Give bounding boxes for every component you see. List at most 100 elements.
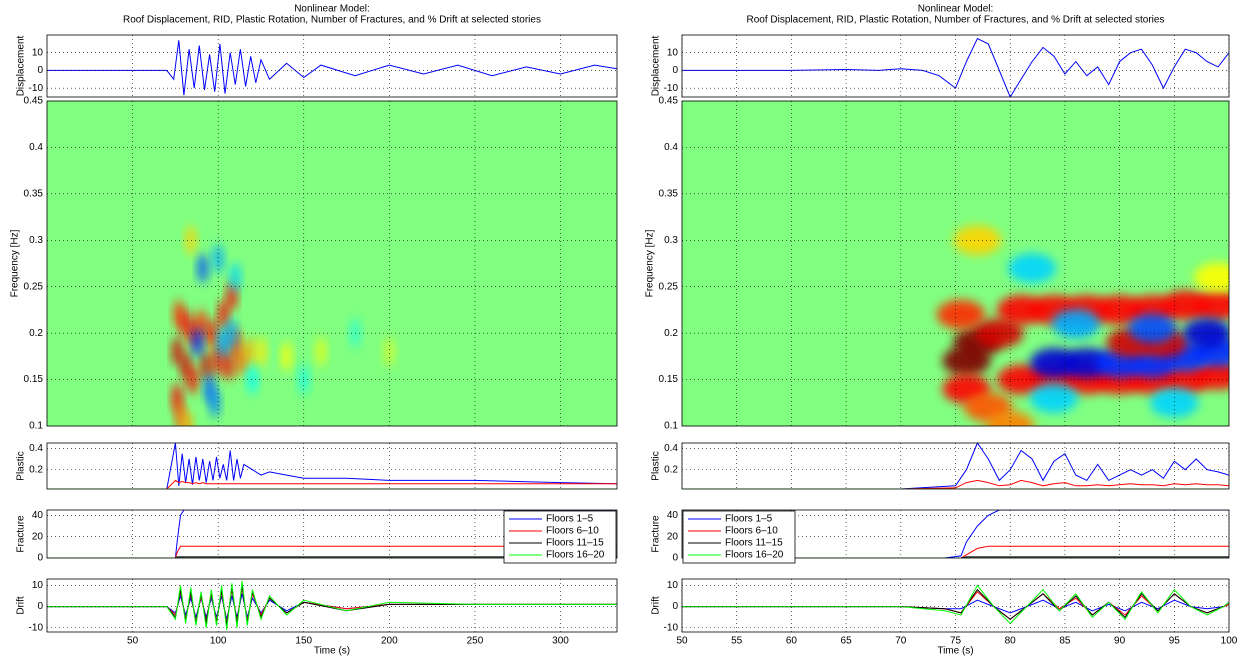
heatmap-background <box>47 101 617 426</box>
y-tick-label: 20 <box>32 531 44 542</box>
y-tick-label: 0.2 <box>29 328 43 339</box>
heat-cell <box>1150 387 1199 418</box>
y-tick-label: 0 <box>672 65 678 76</box>
heat-cell <box>1193 360 1229 390</box>
chart-title: Nonlinear Model: <box>294 4 370 15</box>
heat-cell <box>197 253 208 283</box>
legend-label: Floors 1–5 <box>546 514 594 525</box>
plot-content <box>682 37 1229 97</box>
plot-area <box>682 579 1229 632</box>
y-tick-label: 0.15 <box>659 374 679 385</box>
y-tick-label: 0.4 <box>664 443 678 454</box>
x-tick-label: 60 <box>786 636 798 647</box>
heat-cell <box>201 350 212 381</box>
heat-cell <box>180 309 191 339</box>
y-axis-label: Frequency [Hz] <box>10 229 21 297</box>
legend-label: Floors 11–15 <box>546 538 604 549</box>
heat-cell <box>315 336 326 367</box>
chart-title: Roof Displacement, RID, Plastic Rotation… <box>747 15 1165 26</box>
y-tick-label: 0.25 <box>24 281 44 292</box>
y-tick-label: 0 <box>37 65 43 76</box>
heat-cell <box>185 225 196 256</box>
y-tick-label: 0.1 <box>29 421 43 432</box>
axes-frame <box>681 509 1230 559</box>
plot-content <box>47 40 617 96</box>
x-axis-label: Time (s) <box>937 646 973 657</box>
axes-frame <box>46 100 618 427</box>
y-tick-label: -10 <box>664 83 679 94</box>
plot-content <box>682 101 1229 426</box>
axes-frame <box>46 34 618 98</box>
heat-cell <box>247 364 258 395</box>
y-tick-label: 0.1 <box>664 421 678 432</box>
y-tick-label: 0.2 <box>29 464 43 475</box>
y-tick-label: 0.4 <box>664 142 678 153</box>
plot-content <box>47 581 617 630</box>
heat-cell <box>255 336 266 367</box>
panel: -10 0 10 50 55 60 65 70 75 80 85 90 95 100 Drift Time (… <box>651 578 1238 657</box>
heat-cell <box>209 387 220 418</box>
heat-cell <box>187 364 198 395</box>
plot-content <box>47 443 617 489</box>
y-tick-label: 20 <box>667 531 679 542</box>
y-tick-label: 0.2 <box>664 328 678 339</box>
heat-cell <box>1193 262 1229 293</box>
heat-cell <box>192 327 203 358</box>
y-axis-label: Plastic <box>651 451 662 480</box>
legend-box <box>503 510 617 564</box>
heat-cell <box>953 225 1002 256</box>
x-tick-label: 75 <box>950 636 962 647</box>
x-tick-label: 100 <box>210 636 227 647</box>
y-tick-label: -10 <box>29 83 44 94</box>
x-tick-label: 100 <box>1221 636 1238 647</box>
heat-cell <box>243 336 254 367</box>
y-tick-label: 0 <box>672 553 678 564</box>
series-line <box>47 479 617 489</box>
y-tick-label: 40 <box>32 510 44 521</box>
plot-content <box>47 510 617 558</box>
y-tick-label: 0.2 <box>664 464 678 475</box>
legend-label: Floors 16–20 <box>725 550 784 561</box>
panel: -10 0 10 Displacement Nonlinear Model:Roof D… <box>16 4 618 98</box>
y-axis-label: Drift <box>651 596 662 615</box>
heat-cell <box>218 327 229 358</box>
y-tick-label: 0 <box>37 601 43 612</box>
y-tick-label: -10 <box>29 622 44 633</box>
heat-cell <box>936 299 986 330</box>
heat-cell <box>1128 313 1177 344</box>
heat-cell <box>384 336 395 367</box>
series-line <box>47 40 617 96</box>
y-axis-label: Frequency [Hz] <box>645 229 656 297</box>
x-tick-label: 50 <box>676 636 688 647</box>
y-axis-label: Plastic <box>16 451 27 480</box>
y-tick-label: 40 <box>667 510 679 521</box>
plot-content <box>682 584 1229 625</box>
series-line <box>682 545 1229 558</box>
series-line <box>682 556 1229 558</box>
heat-cell <box>975 318 1024 348</box>
x-tick-label: 50 <box>127 636 139 647</box>
heat-cell <box>986 411 1035 426</box>
plot-area <box>47 35 617 97</box>
axes-frame <box>46 578 618 633</box>
y-tick-label: -10 <box>664 622 679 633</box>
series-line <box>682 443 1229 489</box>
series-line <box>47 443 617 489</box>
y-tick-label: 10 <box>32 47 44 58</box>
legend-box <box>682 510 796 564</box>
heat-cell <box>1051 309 1100 339</box>
heat-cell <box>1029 383 1079 413</box>
x-tick-label: 150 <box>295 636 312 647</box>
heat-cell <box>223 350 234 381</box>
heat-cell <box>218 299 229 330</box>
plot-area <box>682 443 1229 489</box>
x-tick-label: 90 <box>1114 636 1126 647</box>
y-tick-label: 0.3 <box>664 235 678 246</box>
heat-cell <box>235 346 246 376</box>
